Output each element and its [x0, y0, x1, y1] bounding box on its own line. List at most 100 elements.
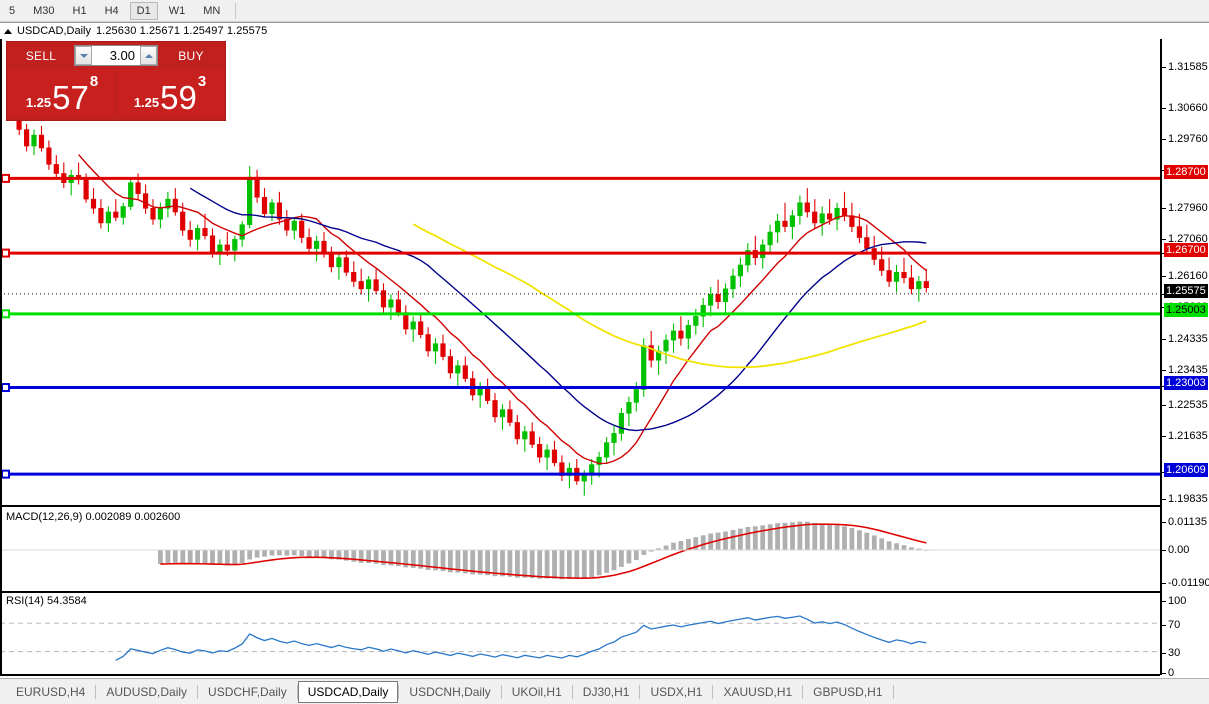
price-scale-tick: 1.19835	[1162, 493, 1209, 505]
price-scale-tick: 0.01135	[1162, 516, 1209, 528]
tick-mark	[1162, 672, 1166, 674]
tab-separator	[892, 684, 894, 699]
chart-tab-xauusd-h1[interactable]: XAUUSD,H1	[723, 684, 793, 699]
sell-price-main: 57	[52, 79, 89, 116]
timeframe-button-m30[interactable]: M30	[33, 4, 55, 17]
tick-label: 100	[1168, 595, 1187, 607]
oct-top-row: SELL 3.00 BUY	[7, 42, 225, 69]
sell-button[interactable]: SELL	[25, 48, 57, 63]
collapse-triangle-icon[interactable]	[4, 28, 12, 34]
chart-tab-dj30-h1[interactable]: DJ30,H1	[582, 684, 630, 699]
tick-label: 1.27960	[1168, 202, 1208, 214]
price-level-tag-green[interactable]: 1.25003	[1164, 303, 1208, 317]
timeframe-button-h1[interactable]: H1	[72, 4, 87, 17]
tick-mark	[1162, 549, 1166, 551]
volume-decrement-button[interactable]	[75, 46, 92, 65]
chart-tab-audusd-daily[interactable]: AUDUSD,Daily	[106, 684, 188, 699]
tick-label: 1.22535	[1168, 399, 1208, 411]
tick-label: -0.011904	[1168, 577, 1209, 589]
tick-label: 1.31585	[1168, 61, 1208, 73]
tab-separator	[296, 684, 298, 699]
price-pane[interactable]	[0, 39, 1160, 507]
tick-mark	[1162, 435, 1166, 437]
price-scale-tick: 1.27060	[1162, 233, 1209, 245]
price-level-tag-red[interactable]: 1.26700	[1164, 243, 1208, 257]
price-scale-tick: 1.23435	[1162, 364, 1209, 376]
rsi-pane[interactable]	[0, 593, 1160, 675]
tick-label: 70	[1168, 619, 1181, 631]
tab-separator	[802, 684, 804, 699]
chart-area: USDCAD,Daily 1.25630 1.25671 1.25497 1.2…	[0, 22, 1209, 695]
tick-label: 1.23435	[1168, 364, 1208, 376]
tick-label: 0.00	[1168, 544, 1190, 556]
tab-separator	[398, 684, 400, 699]
price-scale-tick: 0	[1162, 667, 1209, 679]
tick-mark	[1162, 498, 1166, 500]
tick-mark	[1162, 338, 1166, 340]
chart-tab-usdchf-daily[interactable]: USDCHF,Daily	[208, 684, 287, 699]
tick-label: 1.29760	[1168, 133, 1208, 145]
price-scale[interactable]: 1.315851.306601.297601.288601.279601.270…	[1160, 39, 1209, 679]
tab-separator	[197, 684, 199, 699]
tick-label: 1.30660	[1168, 102, 1208, 114]
timeframe-button-5[interactable]: 5	[9, 4, 16, 17]
tick-label: 1.24335	[1168, 333, 1208, 345]
tick-mark	[1162, 369, 1166, 371]
volume-stepper[interactable]: 3.00	[74, 45, 158, 66]
timeframe-button-w1[interactable]: W1	[168, 4, 186, 17]
price-scale-tick: 1.29760	[1162, 133, 1209, 145]
timeframe-button-mn[interactable]: MN	[203, 4, 221, 17]
tick-label: 1.26160	[1168, 270, 1208, 282]
sell-price-fraction: 8	[89, 73, 99, 90]
price-level-tag-blue[interactable]: 1.23003	[1164, 376, 1208, 390]
tab-separator	[95, 684, 97, 699]
price-scale-tick: 100	[1162, 595, 1209, 607]
chart-tab-usdcad-daily[interactable]: USDCAD,Daily	[297, 680, 399, 703]
tick-mark	[1162, 600, 1166, 602]
price-scale-tick: 1.22535	[1162, 399, 1209, 411]
sell-price-display[interactable]: 1.25 57 8	[9, 69, 115, 116]
oct-price-row: 1.25 57 8 1.25 59 3	[7, 69, 225, 118]
price-scale-tick: 1.30660	[1162, 102, 1209, 114]
volume-increment-button[interactable]	[140, 46, 157, 65]
price-level-tag-red[interactable]: 1.28700	[1164, 165, 1208, 179]
tick-label: 1.27060	[1168, 233, 1208, 245]
price-scale-tick: 0.00	[1162, 544, 1209, 556]
chart-tab-usdcnh-daily[interactable]: USDCNH,Daily	[409, 684, 491, 699]
buy-price-display[interactable]: 1.25 59 3	[117, 69, 223, 116]
chart-tab-eurusd-h4[interactable]: EURUSD,H4	[16, 684, 86, 699]
volume-input[interactable]: 3.00	[109, 48, 135, 63]
chevron-down-icon	[79, 53, 88, 58]
tick-mark	[1162, 107, 1166, 109]
chevron-up-icon	[144, 53, 153, 58]
one-click-trading-panel[interactable]: SELL 3.00 BUY 1.25 57 8 1.25 59 3	[6, 41, 226, 121]
tick-mark	[1162, 582, 1166, 584]
price-level-tag-black[interactable]: 1.25575	[1164, 284, 1208, 298]
timeframe-button-h4[interactable]: H4	[104, 4, 119, 17]
buy-price-main: 59	[160, 79, 197, 116]
tick-label: 1.19835	[1168, 493, 1208, 505]
chart-tab-usdx-h1[interactable]: USDX,H1	[650, 684, 703, 699]
tick-mark	[1162, 275, 1166, 277]
chart-tab-gbpusd-h1[interactable]: GBPUSD,H1	[813, 684, 883, 699]
chart-tab-ukoil-h1[interactable]: UKOil,H1	[511, 684, 562, 699]
tick-mark	[1162, 404, 1166, 406]
tick-mark	[1162, 652, 1166, 654]
tick-mark	[1162, 66, 1166, 68]
timeframe-button-d1[interactable]: D1	[129, 1, 158, 20]
tab-separator	[571, 684, 573, 699]
price-scale-tick: 1.26160	[1162, 270, 1209, 282]
price-scale-tick: 1.27960	[1162, 202, 1209, 214]
timeframe-toolbar: 5 M30 H1 H4 D1 W1 MN	[0, 0, 1209, 22]
chart-ohlc-values: 1.25630 1.25671 1.25497 1.25575	[95, 25, 268, 37]
price-level-tag-blue[interactable]: 1.20609	[1164, 463, 1208, 477]
chart-tab-bar: EURUSD,H4 AUDUSD,Daily USDCHF,Daily USDCAD,…	[0, 678, 1209, 704]
price-scale-tick: 1.21635	[1162, 430, 1209, 442]
macd-label: MACD(12,26,9) 0.002089 0.002600	[4, 511, 183, 523]
buy-button[interactable]: BUY	[178, 48, 204, 63]
tick-mark	[1162, 521, 1166, 523]
macd-pane[interactable]	[0, 509, 1160, 593]
tab-separator	[639, 684, 641, 699]
buy-price-prefix: 1.25	[133, 95, 160, 110]
